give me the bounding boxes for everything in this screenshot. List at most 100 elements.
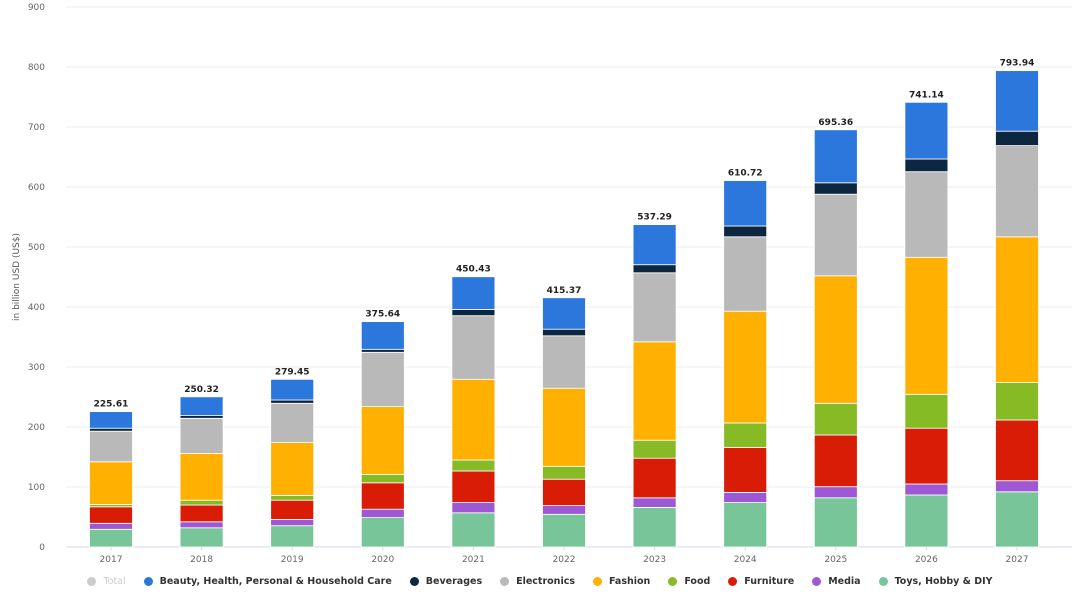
bar-segment-furniture[interactable] [360, 482, 405, 510]
bar-segment-food[interactable] [179, 499, 224, 506]
bar-segment-furniture[interactable] [904, 427, 949, 485]
legend-marker-icon [143, 577, 153, 586]
bar-segment-toys-hobby-diy[interactable] [995, 491, 1039, 548]
bar-segment-furniture[interactable] [995, 419, 1039, 482]
bar-segment-beverages[interactable] [632, 264, 677, 274]
bar-segment-electronics[interactable] [632, 272, 677, 343]
bar-segment-electronics[interactable] [813, 193, 858, 277]
bar-segment-furniture[interactable] [179, 504, 224, 523]
bar-segment-beauty-health-personal-household-care[interactable] [723, 180, 768, 227]
legend-item-electronics[interactable]: Electronics [500, 576, 575, 587]
bar-segment-media[interactable] [270, 519, 315, 527]
bar-segment-electronics[interactable] [723, 236, 768, 312]
bar-segment-electronics[interactable] [542, 335, 586, 389]
bar-segment-food[interactable] [723, 422, 768, 448]
bar-segment-food[interactable] [995, 382, 1039, 421]
bar-segment-media[interactable] [179, 521, 224, 529]
bar-segment-fashion[interactable] [270, 442, 315, 496]
bar-segment-food[interactable] [270, 494, 315, 501]
bar-segment-media[interactable] [995, 480, 1039, 493]
bar-segment-beverages[interactable] [89, 427, 133, 432]
bar-segment-fashion[interactable] [542, 387, 586, 467]
bar-segment-beauty-health-personal-household-care[interactable] [904, 101, 949, 160]
bar-segment-furniture[interactable] [542, 478, 586, 507]
bar-segment-electronics[interactable] [451, 315, 496, 380]
bar-segment-toys-hobby-diy[interactable] [89, 528, 133, 548]
bar-segment-media[interactable] [451, 502, 496, 514]
bar-segment-beverages[interactable] [451, 308, 496, 317]
total-label: 279.45 [275, 367, 310, 377]
bar-segment-media[interactable] [360, 508, 405, 519]
bar-segment-fashion[interactable] [179, 452, 224, 501]
bar-segment-toys-hobby-diy[interactable] [813, 497, 858, 548]
bar-segment-furniture[interactable] [723, 446, 768, 493]
bar-segment-beverages[interactable] [179, 415, 224, 419]
bar-segment-beverages[interactable] [813, 182, 858, 195]
bar-segment-media[interactable] [813, 486, 858, 499]
bar-segment-beauty-health-personal-household-care[interactable] [632, 224, 677, 266]
bar-segment-furniture[interactable] [270, 499, 315, 520]
legend-item-fashion[interactable]: Fashion [593, 576, 650, 587]
legend-item-toys-hobby-diy[interactable]: Toys, Hobby & DIY [878, 576, 993, 587]
bar-segment-media[interactable] [904, 483, 949, 496]
bar-segment-media[interactable] [723, 491, 768, 503]
bar-segment-toys-hobby-diy[interactable] [542, 513, 586, 548]
bar-segment-beverages[interactable] [904, 158, 949, 173]
bar-segment-beauty-health-personal-household-care[interactable] [451, 276, 496, 310]
bar-segment-furniture[interactable] [89, 506, 133, 524]
bar-segment-electronics[interactable] [89, 430, 133, 463]
bar-segment-beauty-health-personal-household-care[interactable] [360, 321, 405, 350]
bar-segment-fashion[interactable] [89, 461, 133, 505]
bar-segment-beauty-health-personal-household-care[interactable] [813, 129, 858, 184]
bar-segment-fashion[interactable] [723, 310, 768, 424]
bar-segment-beverages[interactable] [270, 399, 315, 404]
legend-item-total[interactable]: Total [87, 576, 126, 587]
bar-segment-fashion[interactable] [360, 406, 405, 475]
legend-item-furniture[interactable]: Furniture [728, 576, 794, 587]
bar-segment-toys-hobby-diy[interactable] [451, 512, 496, 548]
bar-segment-electronics[interactable] [904, 171, 949, 258]
bar-segment-electronics[interactable] [995, 145, 1039, 238]
legend-marker-icon [668, 577, 678, 586]
bar-segment-media[interactable] [89, 522, 133, 530]
bar-segment-fashion[interactable] [451, 378, 496, 461]
bar-segment-fashion[interactable] [813, 275, 858, 404]
bar-segment-electronics[interactable] [270, 402, 315, 443]
bar-segment-electronics[interactable] [360, 351, 405, 407]
bar-segment-toys-hobby-diy[interactable] [904, 494, 949, 548]
bar-segment-beverages[interactable] [995, 130, 1039, 146]
bar-segment-furniture[interactable] [451, 470, 496, 504]
bar-segment-beauty-health-personal-household-care[interactable] [89, 411, 133, 429]
bar-segment-beverages[interactable] [360, 348, 405, 353]
bar-segment-food[interactable] [451, 459, 496, 472]
bar-segment-electronics[interactable] [179, 417, 224, 454]
bar-segment-media[interactable] [632, 497, 677, 508]
bar-segment-food[interactable] [904, 393, 949, 429]
bar-segment-food[interactable] [360, 473, 405, 484]
bar-segment-beauty-health-personal-household-care[interactable] [270, 378, 315, 401]
bar-segment-beverages[interactable] [723, 225, 768, 238]
bar-segment-toys-hobby-diy[interactable] [632, 506, 677, 548]
legend-item-media[interactable]: Media [812, 576, 861, 587]
bar-segment-toys-hobby-diy[interactable] [270, 525, 315, 548]
bar-segment-beverages[interactable] [542, 328, 586, 337]
bar-segment-beauty-health-personal-household-care[interactable] [179, 396, 224, 417]
bar-segment-fashion[interactable] [995, 236, 1039, 384]
bar-segment-beauty-health-personal-household-care[interactable] [542, 297, 586, 330]
bar-segment-furniture[interactable] [813, 434, 858, 488]
bar-segment-furniture[interactable] [632, 457, 677, 499]
bar-segment-food[interactable] [632, 439, 677, 459]
bar-segment-fashion[interactable] [632, 341, 677, 441]
bar-segment-beauty-health-personal-household-care[interactable] [995, 70, 1039, 132]
bar-segment-toys-hobby-diy[interactable] [723, 502, 768, 548]
bar-segment-toys-hobby-diy[interactable] [360, 517, 405, 548]
bar-segment-food[interactable] [542, 465, 586, 480]
bar-stack-2024 [723, 180, 768, 548]
bar-segment-food[interactable] [813, 402, 858, 436]
legend-item-beauty-health-personal-household-care[interactable]: Beauty, Health, Personal & Household Car… [143, 576, 392, 587]
legend-item-food[interactable]: Food [668, 576, 710, 587]
bar-segment-toys-hobby-diy[interactable] [179, 527, 224, 548]
bar-segment-fashion[interactable] [904, 256, 949, 395]
bar-segment-media[interactable] [542, 505, 586, 515]
legend-item-beverages[interactable]: Beverages [409, 576, 482, 587]
